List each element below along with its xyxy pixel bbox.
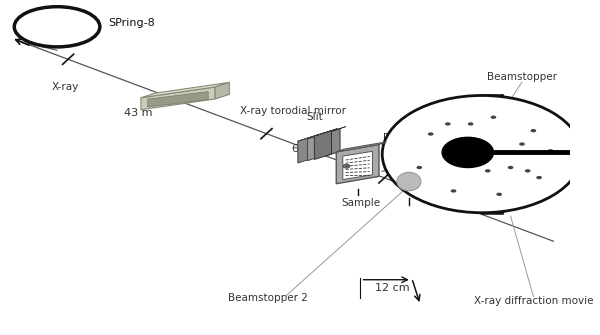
Polygon shape — [141, 87, 215, 110]
Circle shape — [508, 166, 514, 169]
Polygon shape — [314, 129, 337, 136]
Text: Slit: Slit — [306, 112, 323, 122]
Circle shape — [525, 169, 530, 173]
Circle shape — [468, 122, 473, 126]
Polygon shape — [298, 136, 314, 163]
Polygon shape — [148, 91, 208, 107]
Polygon shape — [215, 82, 229, 99]
Text: 43 m: 43 m — [124, 108, 153, 118]
Circle shape — [485, 169, 491, 173]
Text: X-ray diffraction movie: X-ray diffraction movie — [473, 296, 593, 307]
Polygon shape — [141, 82, 229, 98]
Circle shape — [519, 142, 525, 146]
Circle shape — [530, 129, 536, 132]
Ellipse shape — [495, 95, 509, 213]
Circle shape — [382, 95, 582, 213]
Circle shape — [457, 139, 462, 142]
Circle shape — [548, 149, 553, 152]
Text: Sample: Sample — [341, 198, 380, 208]
Circle shape — [343, 164, 350, 168]
Circle shape — [445, 122, 451, 126]
Circle shape — [428, 132, 434, 136]
Circle shape — [442, 137, 493, 168]
Text: 6 m: 6 m — [292, 144, 313, 154]
Text: X-ray: X-ray — [52, 82, 79, 92]
Polygon shape — [323, 127, 346, 134]
Ellipse shape — [397, 173, 421, 191]
Polygon shape — [336, 145, 379, 184]
Circle shape — [536, 176, 542, 179]
Text: Beamstopper: Beamstopper — [487, 72, 557, 82]
Circle shape — [496, 193, 502, 196]
Circle shape — [416, 166, 422, 169]
Polygon shape — [308, 132, 329, 139]
Circle shape — [451, 189, 457, 193]
Text: Beamstopper 2: Beamstopper 2 — [228, 293, 308, 303]
Polygon shape — [323, 129, 340, 157]
Polygon shape — [343, 151, 373, 180]
Text: 12 cm: 12 cm — [374, 283, 409, 293]
Text: Pinhole: Pinhole — [383, 133, 421, 143]
Polygon shape — [308, 134, 323, 160]
Circle shape — [491, 116, 496, 119]
Text: SPring-8: SPring-8 — [109, 18, 155, 28]
Polygon shape — [298, 134, 320, 141]
Polygon shape — [336, 142, 386, 152]
Polygon shape — [314, 131, 332, 159]
Text: X-ray torodial mirror: X-ray torodial mirror — [239, 106, 346, 116]
